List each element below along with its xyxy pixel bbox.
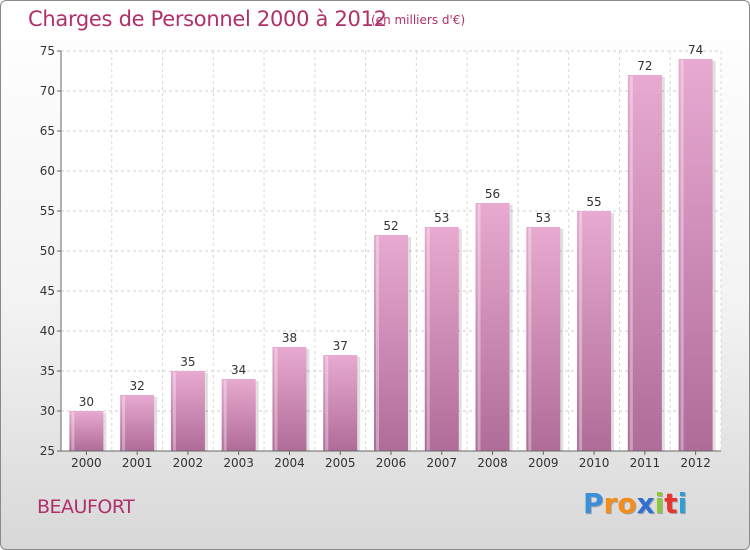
data-label: 30: [79, 395, 94, 409]
x-tick-label: 2001: [122, 456, 153, 470]
logo-letter: t: [664, 487, 678, 520]
x-tick-label: 2008: [477, 456, 508, 470]
logo-letter: i: [677, 487, 688, 520]
x-tick-label: 2010: [579, 456, 610, 470]
chart-title: Charges de Personnel 2000 à 2012: [28, 7, 387, 31]
data-label: 55: [586, 195, 601, 209]
bar-2003: [221, 379, 256, 451]
data-label: 52: [383, 219, 398, 233]
y-tick-label: 60: [40, 164, 55, 178]
data-label: 32: [130, 379, 145, 393]
y-tick-label: 70: [40, 84, 55, 98]
x-tick-label: 2000: [71, 456, 102, 470]
data-label: 53: [536, 211, 551, 225]
bar-2006: [374, 235, 408, 451]
data-label: 37: [333, 339, 348, 353]
bar-2007: [424, 227, 459, 451]
x-tick-label: 2012: [680, 456, 711, 470]
y-tick-label: 65: [40, 124, 55, 138]
x-tick-label: 2007: [426, 456, 457, 470]
y-tick-label: 55: [40, 204, 55, 218]
y-tick-label: 45: [40, 284, 55, 298]
bar-highlight: [629, 76, 633, 451]
data-label: 34: [231, 363, 246, 377]
bar-highlight: [528, 228, 532, 451]
x-tick-label: 2005: [325, 456, 356, 470]
bar-highlight: [71, 412, 75, 451]
bar-highlight: [477, 204, 481, 451]
logo-letter: i: [654, 487, 665, 520]
bar-highlight: [172, 372, 176, 451]
logo-letter: r: [603, 487, 618, 520]
x-tick-label: 2003: [223, 456, 254, 470]
bar-highlight: [426, 228, 430, 451]
bar-2004: [272, 347, 307, 451]
data-label: 56: [485, 187, 500, 201]
x-tick-label: 2011: [630, 456, 661, 470]
data-label: 53: [434, 211, 449, 225]
bar-highlight: [325, 356, 329, 451]
bar-2005: [323, 355, 358, 451]
bar-highlight: [223, 380, 227, 451]
data-label: 35: [180, 355, 195, 369]
logo-letter: x: [636, 487, 655, 520]
data-label: 38: [282, 331, 297, 345]
data-label: 72: [637, 59, 652, 73]
chart-subtitle: (en milliers d'€): [371, 13, 466, 27]
proxiti-logo: Proxiti: [583, 487, 687, 520]
y-tick-label: 25: [40, 444, 55, 458]
bar-2000: [69, 411, 104, 451]
bar-highlight: [274, 348, 278, 451]
y-tick-label: 40: [40, 324, 55, 338]
x-tick-label: 2006: [376, 456, 407, 470]
bar-2002: [170, 371, 205, 451]
logo-letter: o: [617, 487, 637, 520]
bar-2012: [678, 59, 713, 451]
bar-2009: [526, 227, 561, 451]
x-tick-label: 2009: [528, 456, 559, 470]
bar-2010: [577, 211, 612, 451]
y-tick-label: 35: [40, 364, 55, 378]
bar-2001: [120, 395, 155, 451]
bar-2008: [475, 203, 510, 451]
x-tick-label: 2004: [274, 456, 305, 470]
x-tick-label: 2002: [173, 456, 204, 470]
y-tick-label: 50: [40, 244, 55, 258]
bar-highlight: [579, 212, 583, 451]
y-tick-label: 30: [40, 404, 55, 418]
data-label: 74: [688, 43, 703, 57]
logo-letter: P: [583, 487, 604, 520]
bar-highlight: [680, 60, 684, 451]
city-name: BEAUFORT: [37, 496, 135, 518]
y-tick-label: 75: [40, 44, 55, 58]
bar-highlight: [122, 396, 126, 451]
bar-2011: [627, 75, 662, 451]
bar-highlight: [376, 236, 379, 451]
